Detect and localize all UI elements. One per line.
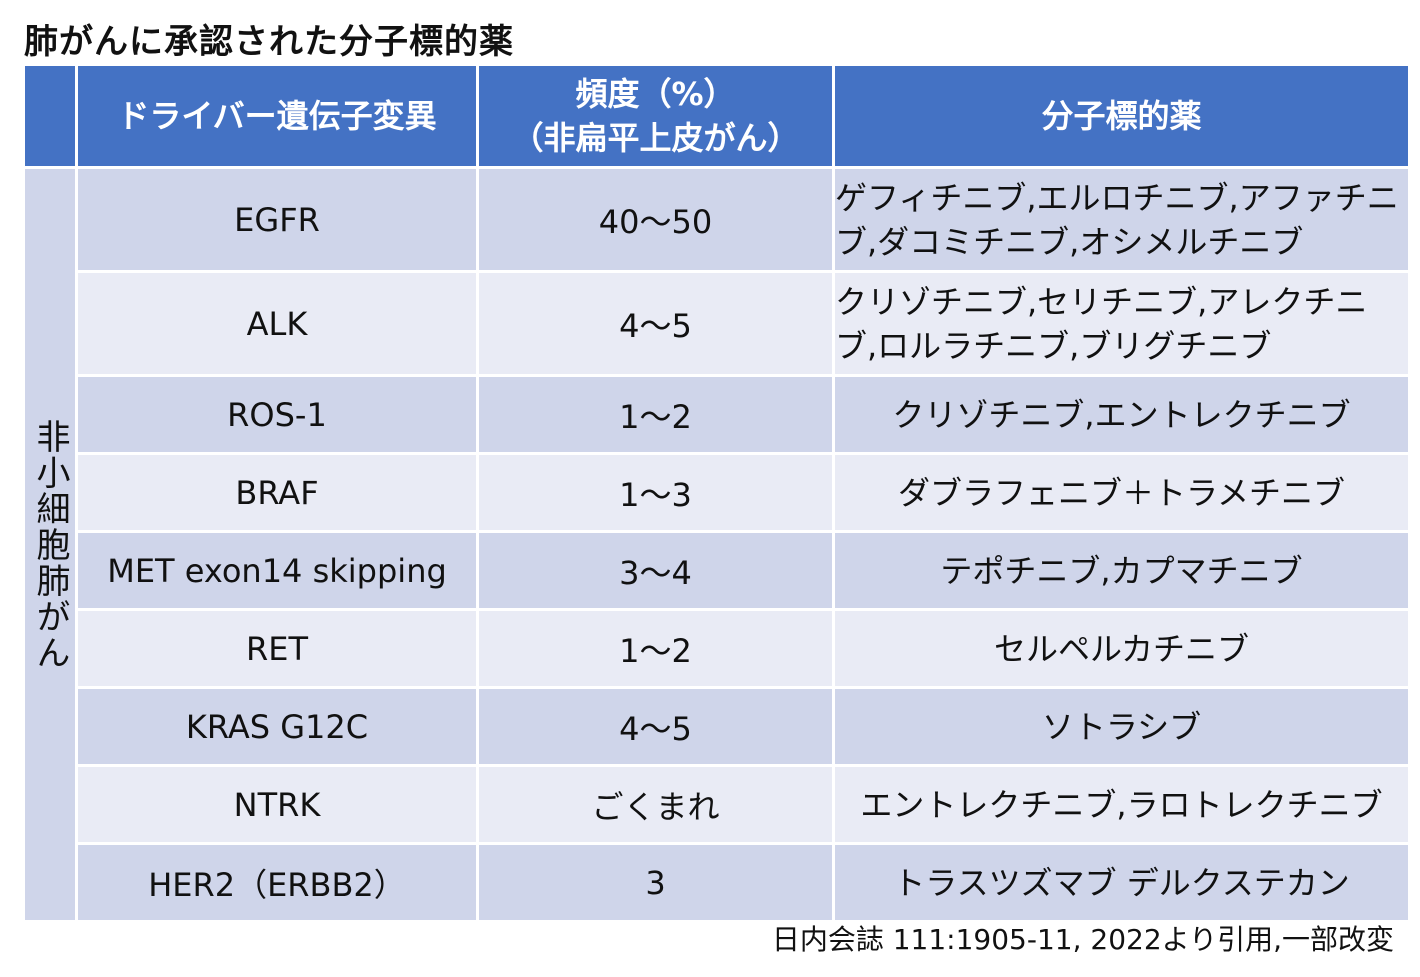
gene-cell: RET <box>75 608 479 689</box>
drugs-cell: ソトラシブ <box>832 686 1411 767</box>
gene-cell: KRAS G12C <box>75 686 479 767</box>
group-label-cell: 非小細胞肺がん <box>22 166 78 923</box>
page-title: 肺がんに承認された分子標的薬 <box>24 22 514 62</box>
frequency-cell: 40～50 <box>476 166 835 273</box>
drugs-cell: トラスツズマブ デルクステカン <box>832 842 1411 923</box>
frequency-cell: 3 <box>476 842 835 923</box>
drugs-cell: テポチニブ,カプマチニブ <box>832 530 1411 611</box>
header-frequency-line2: （非扁平上皮がん） <box>511 119 800 157</box>
table-row: HER2（ERBB2） 3 トラスツズマブ デルクステカン <box>24 842 1411 923</box>
gene-cell: NTRK <box>75 764 479 845</box>
table-row: 非小細胞肺がん EGFR 40～50 ゲフィチニブ,エルロチニブ,アファチニブ,… <box>22 166 1411 923</box>
table-row: KRAS G12C 4～5 ソトラシブ <box>24 686 1411 767</box>
frequency-cell: 4～5 <box>476 686 835 767</box>
gene-cell: BRAF <box>75 452 479 533</box>
gene-cell: MET exon14 skipping <box>75 530 479 611</box>
drugs-cell: セルペルカチニブ <box>832 608 1411 689</box>
frequency-cell: ごくまれ <box>476 764 835 845</box>
header-drugs: 分子標的薬 <box>832 63 1411 169</box>
frequency-cell: 1～2 <box>476 374 835 455</box>
gene-cell: HER2（ERBB2） <box>75 842 479 923</box>
table-row: MET exon14 skipping 3～4 テポチニブ,カプマチニブ <box>24 530 1411 611</box>
header-frequency-line1: 頻度（%） <box>575 75 736 113</box>
frequency-cell: 1～2 <box>476 608 835 689</box>
header-gene: ドライバー遺伝子変異 <box>75 63 479 169</box>
citation: 日内会誌 111:1905-11, 2022より引用,一部改変 <box>771 923 1394 956</box>
table-row: BRAF 1～3 ダブラフェニブ＋トラメチニブ <box>24 452 1411 533</box>
drugs-cell: クリゾチニブ,エントレクチニブ <box>832 374 1411 455</box>
table-row: ALK 4～5 クリゾチニブ,セリチニブ,アレクチニブ,ロルラチニブ,ブリグチニ… <box>24 270 1411 377</box>
drugs-cell: クリゾチニブ,セリチニブ,アレクチニブ,ロルラチニブ,ブリグチニブ <box>832 270 1411 377</box>
drugs-cell: ゲフィチニブ,エルロチニブ,アファチニブ,ダコミチニブ,オシメルチニブ <box>832 166 1411 273</box>
gene-cell: ROS-1 <box>75 374 479 455</box>
table-row: ROS-1 1～2 クリゾチニブ,エントレクチニブ <box>24 374 1411 455</box>
gene-cell: EGFR <box>75 166 479 273</box>
table-header-row: ドライバー遺伝子変異 頻度（%） （非扁平上皮がん） 分子標的薬 <box>22 63 1411 169</box>
header-blank-cell <box>22 63 78 169</box>
table-row: RET 1～2 セルペルカチニブ <box>24 608 1411 689</box>
targeted-drug-table: ドライバー遺伝子変異 頻度（%） （非扁平上皮がん） 分子標的薬 非小細胞肺がん… <box>22 63 1411 923</box>
gene-cell: ALK <box>75 270 479 377</box>
drugs-cell: ダブラフェニブ＋トラメチニブ <box>832 452 1411 533</box>
header-frequency: 頻度（%） （非扁平上皮がん） <box>476 63 835 169</box>
table-row: NTRK ごくまれ エントレクチニブ,ラロトレクチニブ <box>24 764 1411 845</box>
group-label: 非小細胞肺がん <box>30 418 70 671</box>
frequency-cell: 4～5 <box>476 270 835 377</box>
drugs-cell: エントレクチニブ,ラロトレクチニブ <box>832 764 1411 845</box>
frequency-cell: 3～4 <box>476 530 835 611</box>
frequency-cell: 1～3 <box>476 452 835 533</box>
